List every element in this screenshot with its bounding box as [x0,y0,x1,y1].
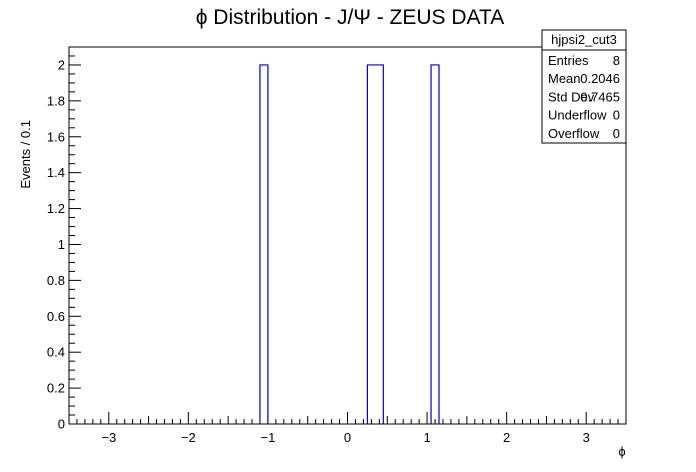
y-tick-label: 0.2 [47,381,65,396]
y-tick-label: 1.6 [47,129,65,144]
stats-row-value: 0.7465 [580,89,620,104]
stats-row-label: Overflow [548,126,600,141]
x-tick-label: 1 [423,430,430,445]
y-tick-label: 0.4 [47,345,65,360]
x-tick-label: −3 [101,430,116,445]
y-tick-label: 1.2 [47,201,65,216]
stats-row-value: 8 [613,53,620,68]
stats-row-value: 0.2046 [580,71,620,86]
histogram-bar [430,64,440,424]
x-tick-label: 2 [503,430,510,445]
chart-title: ϕ Distribution - J/Ψ - ZEUS DATA [196,6,505,29]
stats-row-value: 0 [613,126,620,141]
y-tick-label: 1.4 [47,165,65,180]
stats-box-title: hjpsi2_cut3 [551,32,617,47]
x-tick-label: 0 [344,430,351,445]
y-tick-label: 2 [58,57,65,72]
stats-row-label: Underflow [548,108,607,123]
y-axis-label: Events / 0.1 [18,120,33,189]
stats-row-label: Entries [548,53,589,68]
stats-box-frame [541,29,627,144]
stats-row-value: 0 [613,108,620,123]
x-tick-label: 3 [583,430,590,445]
x-tick-label: −1 [261,430,276,445]
x-tick-label: −2 [181,430,196,445]
y-axis: 0 0.2 0.4 0.6 0.8 1 1.2 1.4 1.6 1.8 2 [47,46,81,432]
histogram-bar [366,64,384,424]
y-tick-label: 0.6 [47,309,65,324]
histogram-bar [259,64,269,424]
stats-box: hjpsi2_cut3 Entries 8 Mean 0.2046 Std Dev0.7… [541,29,627,144]
x-axis-label: ϕ [618,444,625,459]
y-tick-label: 1.8 [47,93,65,108]
stats-row-label: Std Dev [548,89,595,104]
histogram-bins [259,64,440,424]
x-axis: −3 −2 −1 0 1 2 3 [68,412,627,445]
y-tick-label: 0.8 [47,273,65,288]
y-tick-label: 1 [58,237,65,252]
y-tick-label: 0 [58,417,65,432]
stats-row-label: Mean [548,71,581,86]
